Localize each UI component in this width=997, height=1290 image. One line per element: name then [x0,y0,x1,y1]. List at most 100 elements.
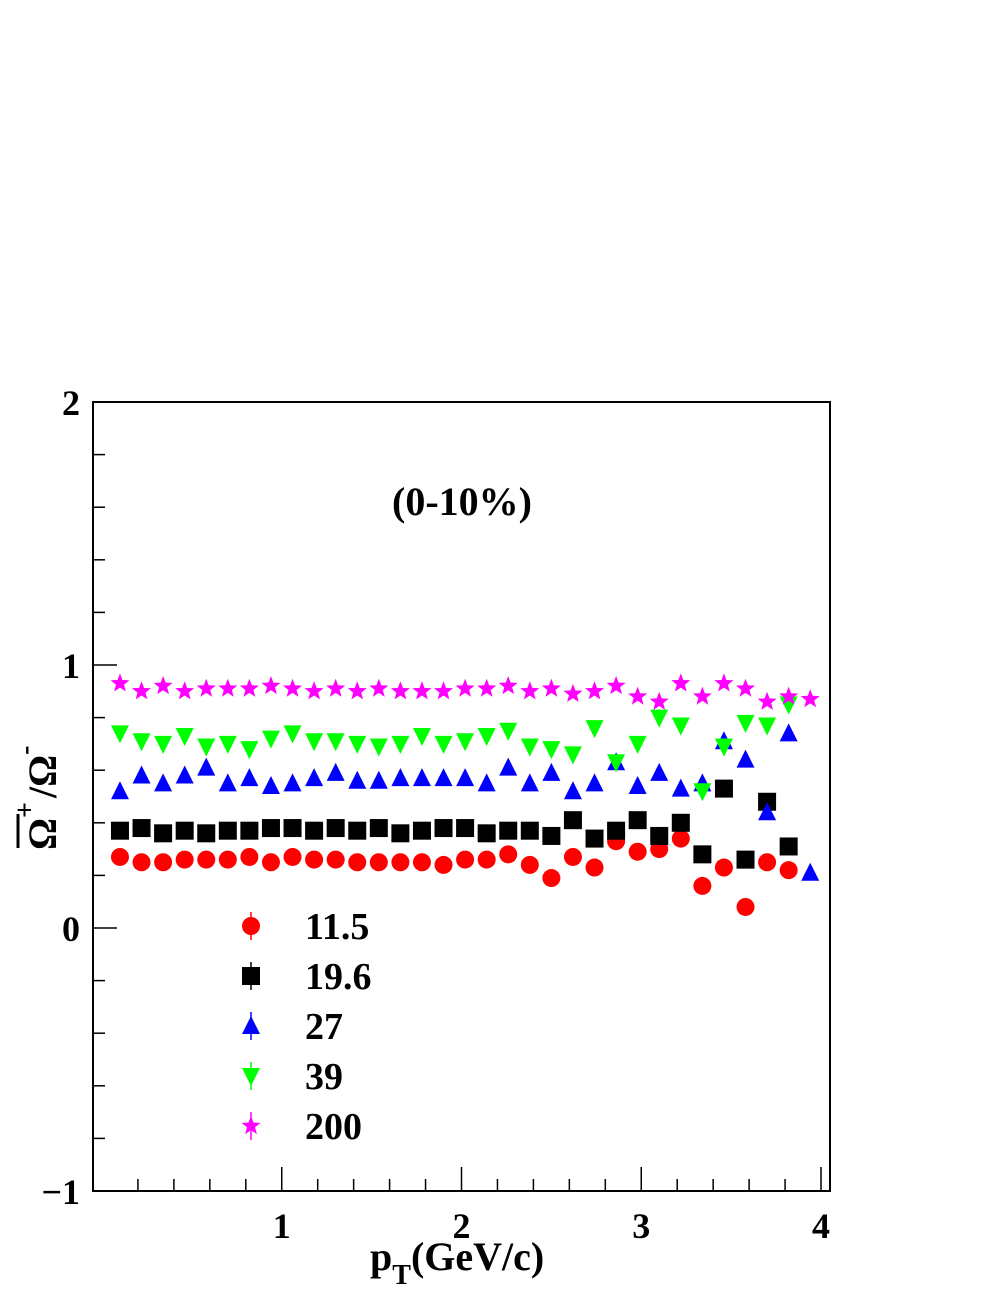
data-point [800,689,820,708]
data-point [456,850,475,869]
data-point [477,850,496,869]
y-axis-title-den: Ω [20,755,65,787]
data-point [692,686,712,705]
data-point [499,821,518,840]
data-point [218,773,237,792]
data-point [736,678,755,697]
svg-text:Ω+/Ω-: Ω+/Ω- [10,746,65,850]
data-point [520,738,539,757]
data-point [261,730,280,749]
data-point [628,811,647,830]
data-point [240,847,259,866]
legend-label: 19.6 [305,956,372,998]
data-point [132,853,151,872]
data-point [714,779,733,798]
data-point [757,691,777,710]
data-point [326,850,345,869]
data-point [326,678,346,697]
data-point [434,855,453,874]
data-point [585,681,604,700]
data-point [456,768,475,787]
data-point [736,714,755,733]
data-point [649,691,669,710]
data-point [434,735,453,754]
series-39 [110,696,798,802]
data-point [736,749,755,768]
data-point [499,757,518,776]
legend-marker [242,967,260,985]
data-point [499,845,518,864]
data-point [650,762,669,781]
data-point [153,676,173,695]
data-point [175,850,194,869]
data-point [261,853,280,872]
data-point [477,728,496,747]
data-point [110,725,129,744]
data-point [714,673,734,692]
data-point [779,861,798,880]
y-axis-title: Ω+/Ω- [10,746,65,850]
data-point [412,821,431,840]
data-point [391,735,410,754]
data-point [304,681,324,700]
legend-entry: 27 [242,1006,343,1048]
data-point [175,765,194,784]
data-point [283,819,302,838]
data-point [779,686,799,705]
data-point [477,773,496,792]
data-point [197,757,216,776]
x-tick-label: 3 [632,1206,650,1246]
data-point [650,709,669,728]
y-axis-title-slash: / [20,786,65,799]
data-point [283,678,302,697]
data-point [671,829,690,848]
x-axis-title-main: p [370,1234,392,1279]
data-point [154,773,173,792]
data-point [326,762,345,781]
data-point [563,746,582,765]
data-point [132,681,151,700]
data-point [283,847,302,866]
data-point [218,850,237,869]
legend-label: 39 [305,1056,343,1098]
data-point [391,853,410,872]
data-point [240,768,259,787]
data-point [132,733,151,752]
data-point [175,728,194,747]
data-point [391,768,410,787]
data-point [348,770,367,789]
x-tick-label: 2 [453,1206,471,1246]
data-point [563,811,582,830]
data-point [520,821,539,840]
data-point [305,850,324,869]
data-point [542,826,561,845]
data-point [671,717,690,736]
data-point [326,819,345,838]
data-point [477,824,496,843]
data-point [606,676,626,695]
data-point [369,738,388,757]
data-point [520,773,539,792]
data-point [197,850,216,869]
data-point [563,683,583,702]
series-19.6 [110,779,798,869]
data-point [305,768,324,787]
data-point [758,717,777,736]
data-point [434,819,453,838]
data-point [110,847,129,866]
data-point [348,853,367,872]
data-point [714,858,733,877]
y-tick-label: 1 [62,646,80,686]
data-point [693,845,712,864]
series-11.5 [110,829,798,916]
data-point [239,678,259,697]
legend-entry: 39 [242,1056,343,1098]
data-point [369,853,388,872]
data-point [714,738,733,757]
data-point [779,837,798,856]
data-point [779,723,798,742]
data-point [261,775,280,794]
legend-label: 27 [305,1006,343,1048]
data-point [456,819,475,838]
